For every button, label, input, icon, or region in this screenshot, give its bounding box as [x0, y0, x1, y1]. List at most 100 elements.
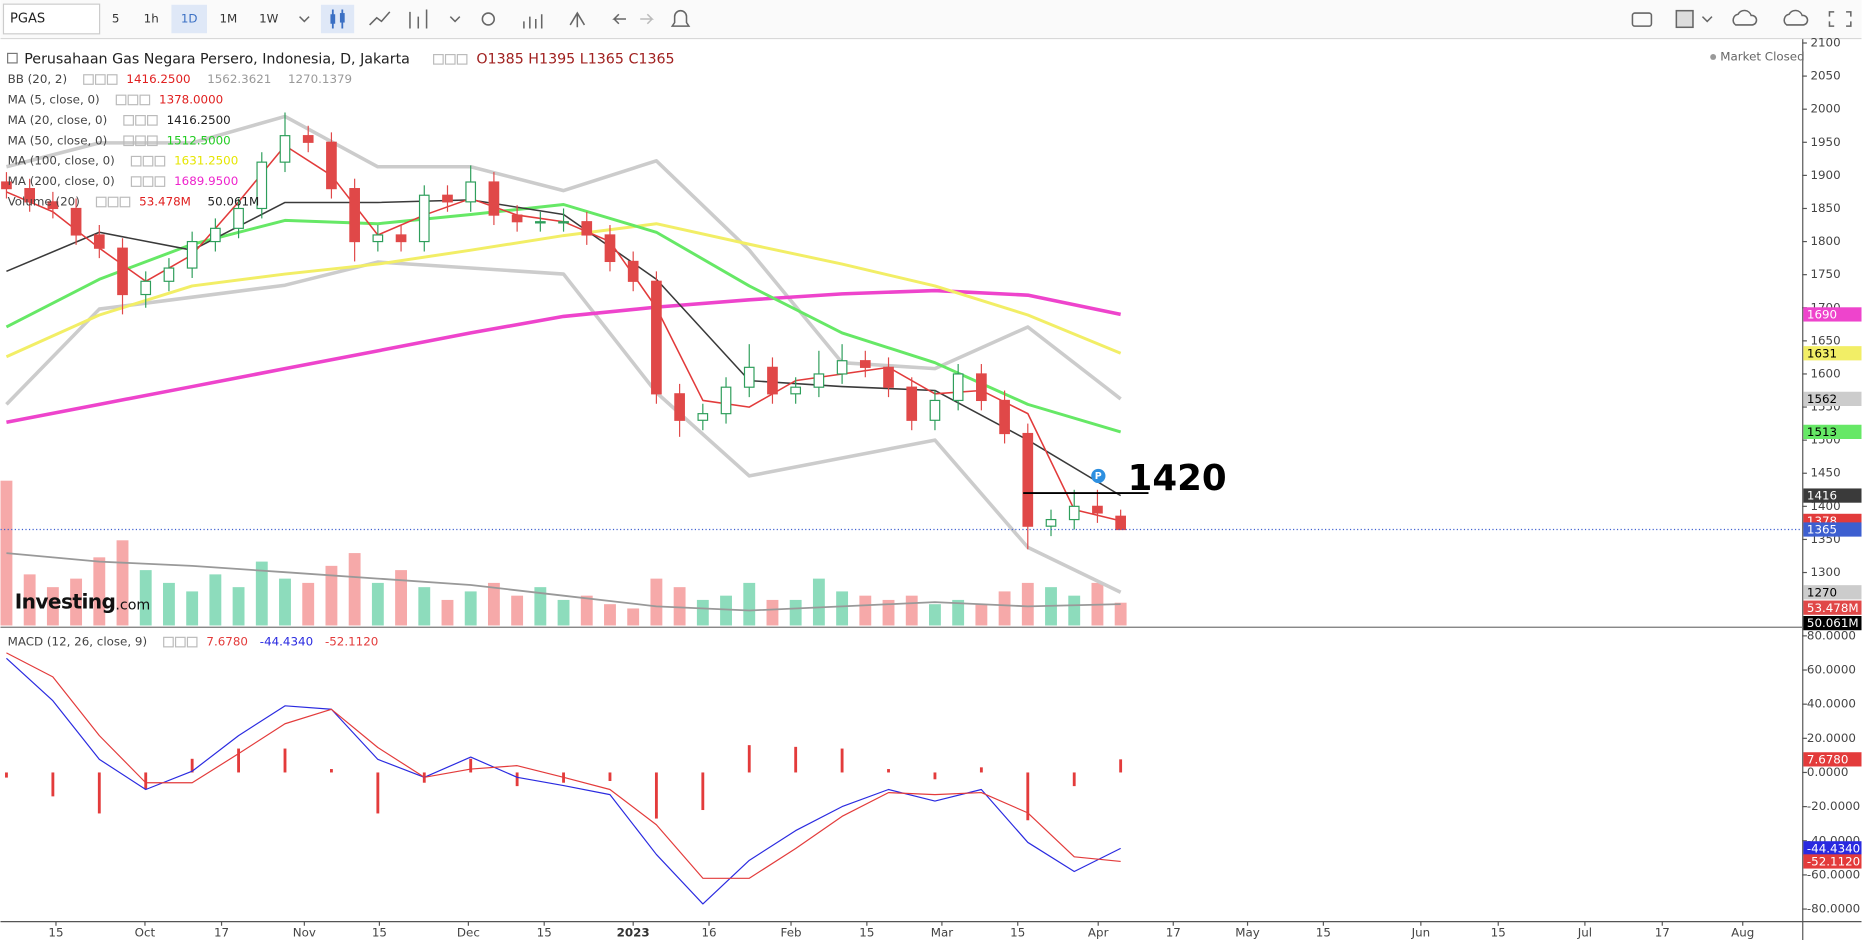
legend-icon[interactable] [107, 196, 119, 208]
pin-marker-letter: P [1095, 471, 1102, 482]
studies-button[interactable] [523, 14, 543, 29]
dropdown-arrow[interactable] [1701, 16, 1713, 23]
cloud-save-button[interactable] [1783, 9, 1809, 26]
price-tag-label: 1270 [1807, 585, 1837, 599]
x-tick-label: Dec [457, 925, 480, 939]
overlay-line [5, 260, 1122, 594]
undo-button[interactable] [612, 13, 626, 25]
dropdown-arrow[interactable] [299, 16, 310, 23]
candle-body [1022, 432, 1034, 527]
macd-title: MACD (12, 26, close, 9) [8, 635, 147, 649]
legend-icon[interactable] [95, 196, 107, 208]
market-status: Market Closed [1720, 49, 1804, 63]
snapshot-button[interactable] [1631, 12, 1653, 27]
macd-histogram-bar [51, 772, 55, 797]
pin-marker[interactable] [1091, 468, 1106, 484]
redo-button[interactable] [640, 13, 654, 25]
legend-icon[interactable] [115, 94, 127, 106]
price-tag-label: 1416 [1807, 489, 1837, 503]
candle-type-button[interactable] [320, 4, 355, 34]
legend-icon[interactable] [154, 155, 166, 167]
fullscreen-button[interactable] [1828, 11, 1852, 27]
legend-icon[interactable] [186, 636, 198, 648]
price-tag [1803, 854, 1862, 869]
legend-icon[interactable] [83, 74, 94, 85]
legend-value: 1631.2500 [174, 154, 238, 168]
legend-icon[interactable] [135, 135, 146, 147]
layout-button[interactable] [1675, 9, 1694, 29]
y-tick-label: 2100 [1810, 36, 1840, 50]
indicators-button[interactable] [409, 9, 428, 29]
price-tag [1803, 600, 1862, 615]
y-tick-label: 20.0000 [1807, 731, 1856, 745]
legend-icon[interactable] [127, 94, 139, 106]
price-tag-label: 1631 [1807, 346, 1837, 360]
volume-bar [1114, 602, 1127, 626]
legend-value: 1378.0000 [159, 92, 223, 106]
alert-button[interactable] [670, 9, 691, 27]
x-tick-label: Mar [931, 925, 953, 939]
macd-legend-value: -52.1120 [325, 635, 378, 649]
macd-histogram-bar [840, 748, 844, 773]
volume-bar [673, 587, 686, 626]
dropdown-arrow[interactable] [449, 16, 461, 23]
interval-button[interactable] [171, 4, 208, 34]
symbol-input[interactable] [2, 3, 101, 35]
legend-icon[interactable] [94, 74, 106, 85]
cloud-load-button[interactable] [1732, 9, 1758, 26]
candle-body [117, 247, 128, 296]
x-tick-label: Nov [293, 925, 316, 939]
settings-button[interactable] [481, 12, 496, 26]
watermark: Investing [15, 589, 116, 613]
legend-icon[interactable] [139, 94, 151, 106]
candle-body [70, 207, 82, 236]
legend-value: 1562.3621 [207, 72, 271, 86]
volume-bar [766, 599, 779, 626]
legend-icon[interactable] [119, 196, 131, 208]
compare-button[interactable] [569, 11, 586, 28]
legend-value: 53.478M [139, 195, 191, 209]
legend-icon[interactable] [123, 115, 134, 126]
candle-body [976, 373, 987, 402]
legend-icon[interactable] [163, 636, 174, 648]
legend-icon[interactable] [142, 155, 154, 167]
volume-bar [302, 582, 315, 626]
y-tick-label: 60.0000 [1807, 663, 1856, 677]
volume-bar [998, 591, 1011, 626]
legend-icon[interactable] [456, 54, 468, 65]
x-tick-label: Aug [1731, 925, 1754, 939]
candle-body [256, 161, 268, 210]
legend-icon[interactable] [135, 115, 146, 126]
legend-icon[interactable] [433, 54, 444, 65]
legend-icon[interactable] [154, 176, 166, 187]
overlay-line [6, 288, 1122, 425]
legend-icon[interactable] [106, 74, 118, 85]
price-tag-label: 1513 [1807, 425, 1837, 439]
volume-bar [580, 595, 593, 626]
legend-icon[interactable] [147, 115, 158, 126]
candle-body [210, 227, 221, 243]
x-tick-label: Jun [1411, 925, 1431, 939]
legend-icon[interactable] [147, 135, 158, 147]
volume-bar [720, 595, 732, 626]
legend-icon[interactable] [444, 54, 456, 65]
legend-icon[interactable] [130, 176, 142, 187]
legend-icon[interactable] [130, 155, 142, 167]
price-tag [1803, 615, 1862, 631]
legend-icon[interactable] [174, 636, 186, 648]
y-tick-label: 1800 [1810, 234, 1840, 248]
macd-histogram-bar [237, 748, 241, 773]
y-tick-label: 2000 [1810, 102, 1840, 116]
ohlc-values: O1385 H1395 L1365 C1365 [476, 51, 674, 67]
collapse-icon[interactable] [7, 52, 18, 64]
y-tick-label: -20.0000 [1807, 799, 1860, 813]
volume-bar [1021, 582, 1034, 626]
legend-icon[interactable] [142, 176, 154, 187]
candle-body [1092, 505, 1103, 514]
legend-icon[interactable] [123, 135, 134, 147]
volume-bar [743, 582, 756, 626]
line-type-button[interactable] [369, 11, 391, 26]
macd-histogram-bar [794, 746, 798, 773]
axes: 1300135014001450150015501600165017001750… [48, 36, 1862, 939]
